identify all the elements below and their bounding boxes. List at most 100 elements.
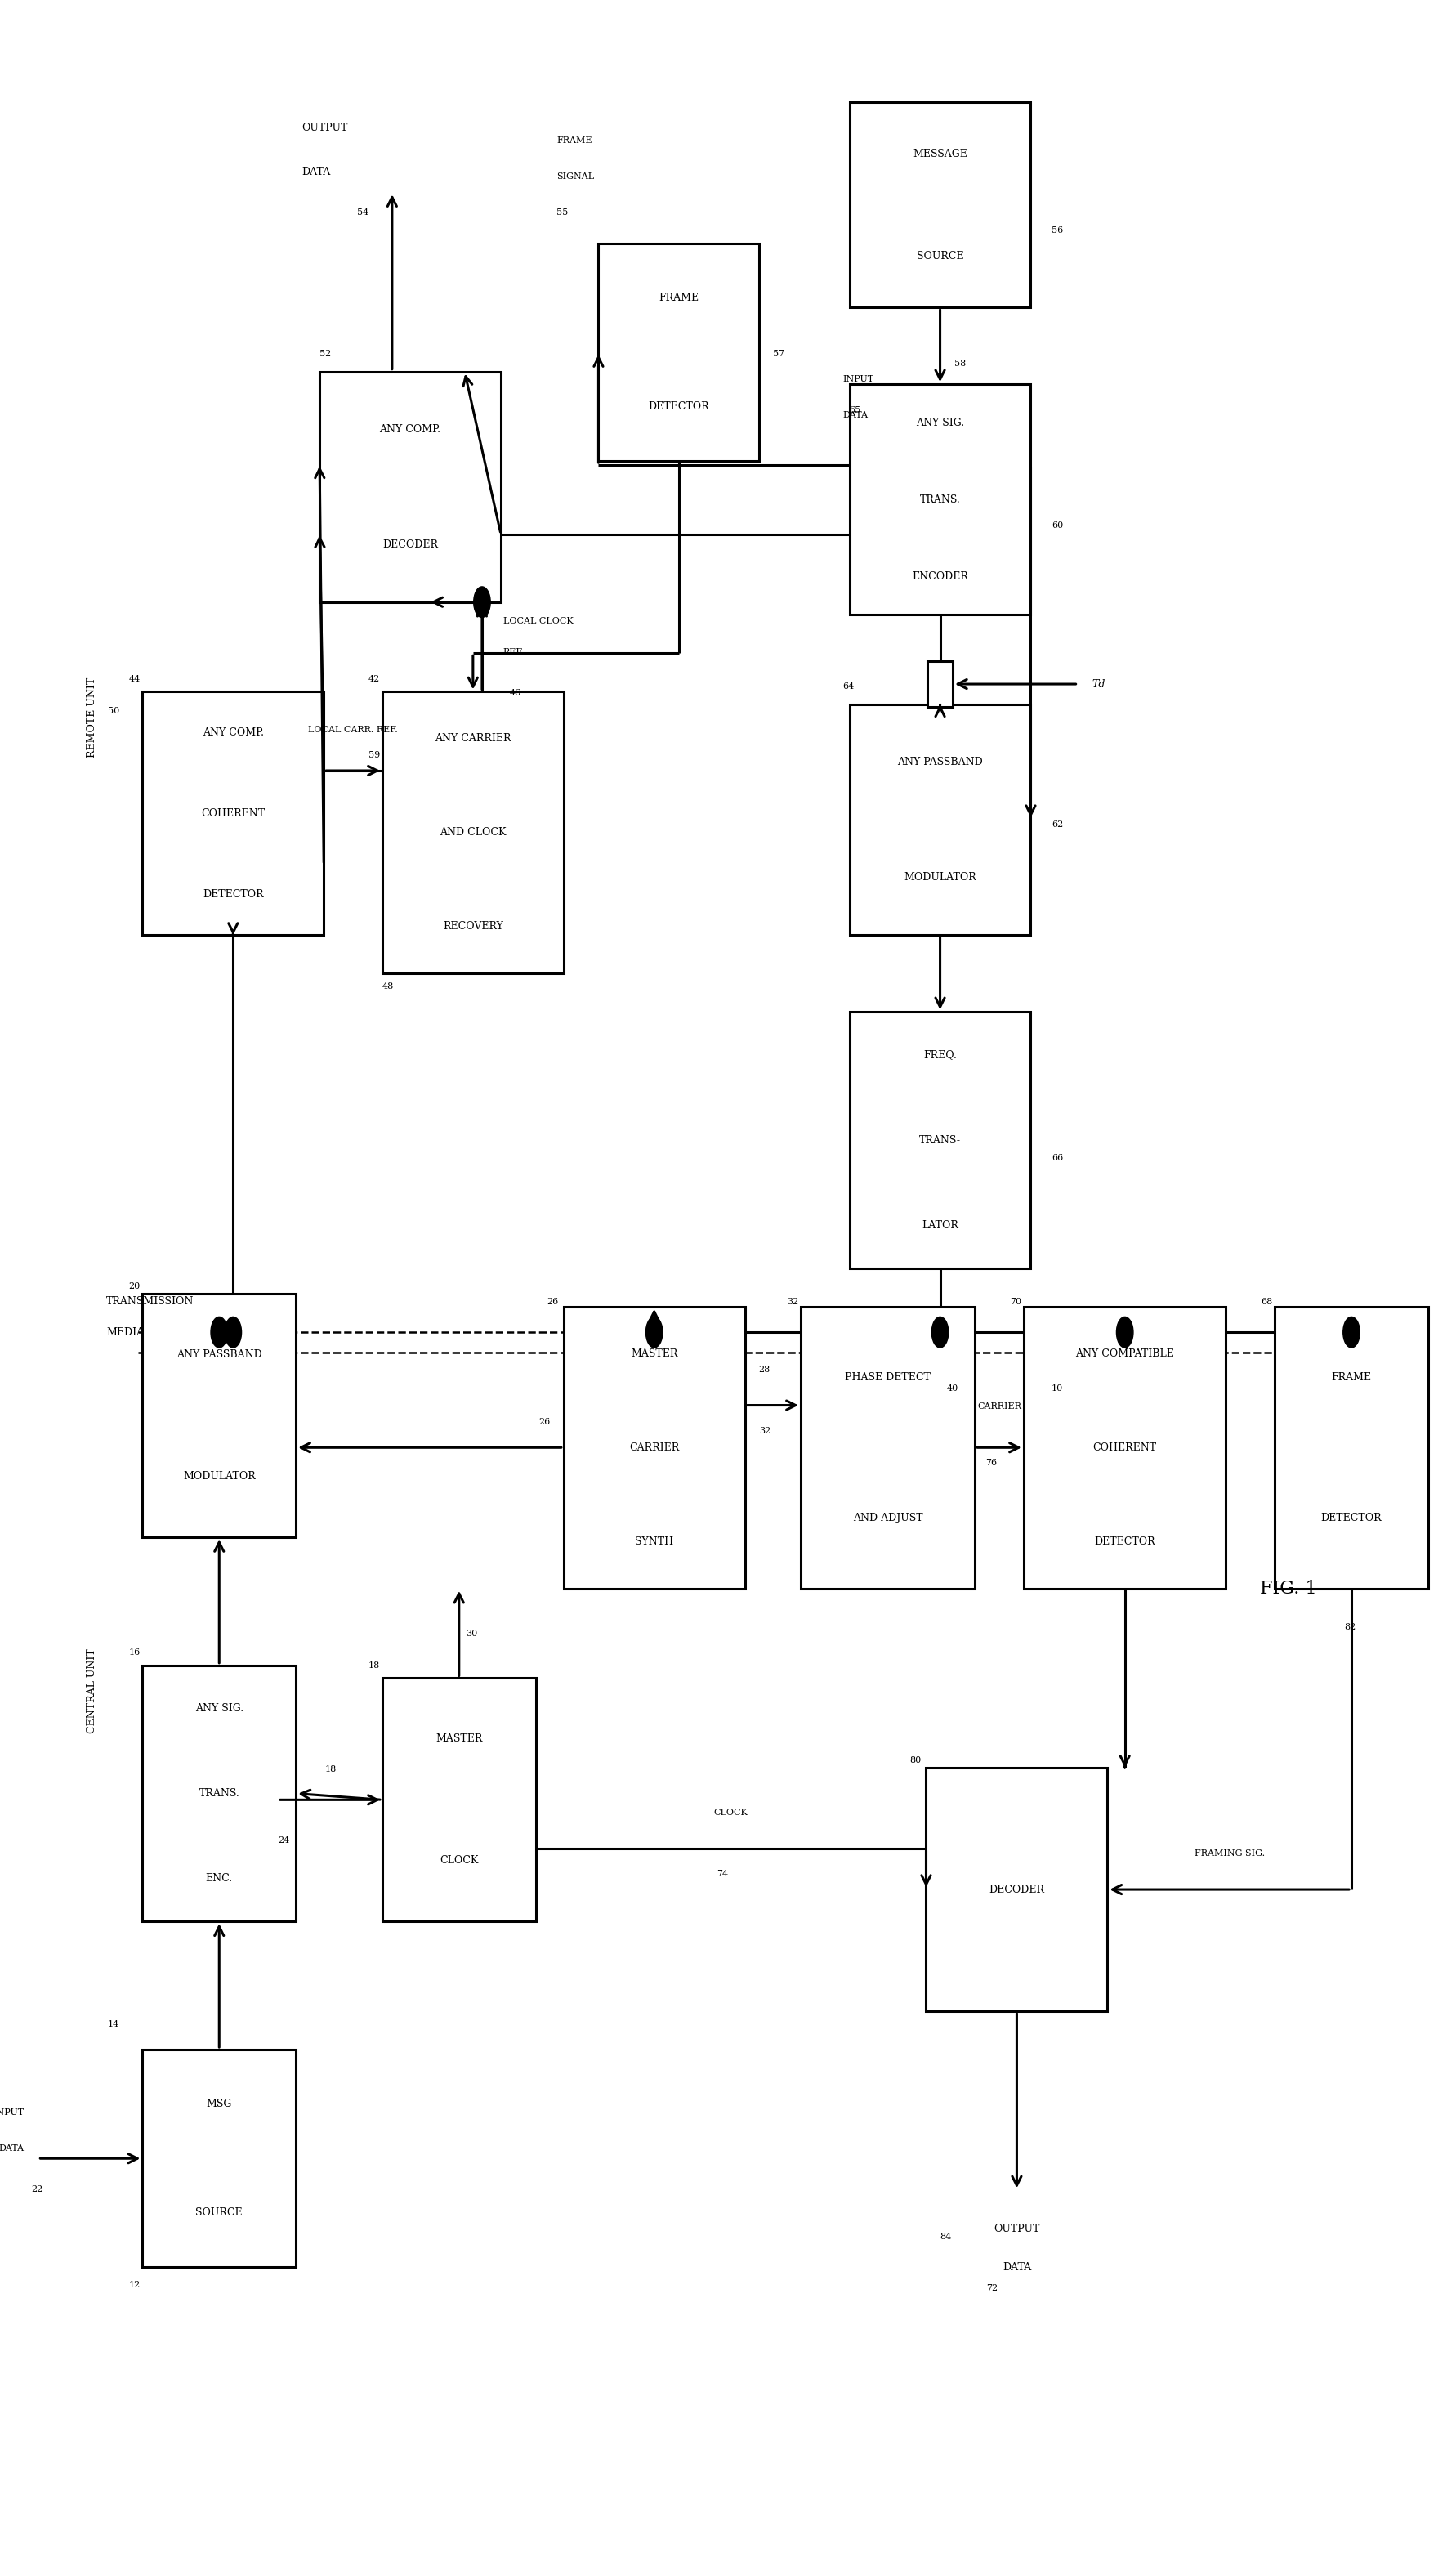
Text: 16: 16	[128, 1647, 140, 1658]
Bar	[383, 692, 563, 974]
Bar	[383, 1678, 536, 1922]
Text: DETECTOR: DETECTOR	[202, 889, 264, 899]
Text: PHASE DETECT: PHASE DETECT	[844, 1371, 930, 1383]
Text: 70: 70	[1010, 1296, 1021, 1307]
Text: ANY COMPATIBLE: ANY COMPATIBLE	[1076, 1348, 1174, 1358]
Text: 57: 57	[773, 348, 785, 359]
Text: MEDIA: MEDIA	[106, 1327, 144, 1337]
Circle shape	[1342, 1317, 1360, 1348]
Text: SOURCE: SOURCE	[916, 251, 964, 261]
Text: OUTPUT: OUTPUT	[994, 2224, 1040, 2234]
Text: DECODER: DECODER	[989, 1883, 1044, 1896]
Text: DATA: DATA	[843, 410, 868, 420]
Text: 40: 40	[946, 1383, 958, 1394]
Text: DATA: DATA	[1002, 2262, 1031, 2272]
Bar	[1024, 1307, 1226, 1588]
Text: SOURCE: SOURCE	[195, 2208, 243, 2219]
Text: ANY PASSBAND: ANY PASSBAND	[897, 756, 983, 769]
Circle shape	[932, 1317, 948, 1348]
Text: ANY CARRIER: ANY CARRIER	[435, 733, 511, 743]
Text: ANY COMP.: ANY COMP.	[380, 423, 441, 436]
Text: ENC.: ENC.	[205, 1873, 233, 1883]
Text: ENCODER: ENCODER	[911, 571, 968, 582]
Text: 22: 22	[31, 2185, 42, 2193]
Text: 26: 26	[547, 1296, 559, 1307]
Text: COHERENT: COHERENT	[1093, 1442, 1156, 1453]
Text: TRANS.: TRANS.	[199, 1788, 239, 1799]
Text: MSG: MSG	[207, 2098, 232, 2109]
Text: 74: 74	[716, 1870, 728, 1878]
Text: 46: 46	[510, 689, 521, 697]
Text: INPUT: INPUT	[843, 374, 874, 384]
Bar	[143, 2050, 296, 2267]
Text: AND ADJUST: AND ADJUST	[853, 1512, 923, 1524]
Bar	[849, 1012, 1031, 1268]
Text: 54: 54	[357, 208, 368, 218]
Text: ANY SIG.: ANY SIG.	[195, 1704, 243, 1714]
Text: 56: 56	[1051, 225, 1063, 236]
Text: MESSAGE: MESSAGE	[913, 149, 967, 159]
Text: ANY SIG.: ANY SIG.	[916, 418, 964, 428]
Text: REF: REF	[502, 648, 523, 656]
Text: DETECTOR: DETECTOR	[1321, 1512, 1382, 1524]
Text: 55: 55	[556, 208, 568, 218]
Text: LATOR: LATOR	[922, 1220, 958, 1230]
Circle shape	[211, 1317, 227, 1348]
Circle shape	[473, 587, 491, 617]
Text: ANY PASSBAND: ANY PASSBAND	[176, 1350, 262, 1360]
Circle shape	[224, 1317, 242, 1348]
Text: 18: 18	[368, 1660, 380, 1670]
Text: 65: 65	[849, 405, 860, 415]
Text: 52: 52	[319, 348, 331, 359]
Text: FRAMING SIG.: FRAMING SIG.	[1194, 1850, 1265, 1857]
Text: 80: 80	[910, 1755, 922, 1765]
Text: MASTER: MASTER	[435, 1734, 482, 1745]
Text: 64: 64	[843, 681, 855, 692]
Text: 44: 44	[128, 674, 140, 684]
Bar	[849, 705, 1031, 935]
Text: DATA: DATA	[301, 167, 331, 177]
Bar	[1275, 1307, 1428, 1588]
Text: CENTRAL UNIT: CENTRAL UNIT	[87, 1647, 98, 1734]
Text: TRANS.: TRANS.	[920, 494, 961, 505]
Text: FIG. 1: FIG. 1	[1261, 1578, 1318, 1599]
Text: OUTPUT: OUTPUT	[301, 123, 348, 133]
Text: AND CLOCK: AND CLOCK	[440, 828, 507, 838]
Text: 48: 48	[383, 981, 395, 991]
Text: SIGNAL: SIGNAL	[556, 172, 594, 182]
Text: RECOVERY: RECOVERY	[443, 922, 504, 933]
Bar	[319, 371, 501, 602]
Bar	[143, 1665, 296, 1922]
Bar	[849, 102, 1031, 307]
Text: FREQ.: FREQ.	[923, 1050, 957, 1061]
Text: 30: 30	[466, 1629, 478, 1637]
Text: FRAME: FRAME	[556, 136, 593, 146]
Bar	[143, 692, 323, 935]
Text: CLOCK: CLOCK	[440, 1855, 479, 1865]
Text: 10: 10	[1051, 1383, 1063, 1394]
Bar	[563, 1307, 745, 1588]
Text: FRAME: FRAME	[658, 292, 699, 302]
Text: Td: Td	[1092, 679, 1105, 689]
Text: CARRIER: CARRIER	[977, 1401, 1021, 1412]
Text: 59: 59	[368, 751, 380, 758]
Text: MODULATOR: MODULATOR	[904, 871, 977, 884]
Text: TRANSMISSION: TRANSMISSION	[106, 1296, 194, 1307]
Text: 82: 82	[1344, 1622, 1356, 1632]
Text: INPUT: INPUT	[0, 2109, 23, 2116]
Text: CLOCK: CLOCK	[713, 1809, 748, 1816]
Text: 18: 18	[325, 1765, 336, 1773]
Text: COHERENT: COHERENT	[201, 807, 265, 820]
Text: ANY COMP.: ANY COMP.	[202, 728, 264, 738]
Bar	[598, 243, 759, 461]
Text: 50: 50	[108, 707, 119, 715]
Text: DETECTOR: DETECTOR	[1095, 1537, 1155, 1547]
Text: MODULATOR: MODULATOR	[183, 1471, 255, 1481]
Text: 84: 84	[941, 2232, 952, 2242]
Text: 76: 76	[986, 1458, 997, 1468]
Text: 26: 26	[539, 1417, 550, 1427]
Bar	[143, 1294, 296, 1537]
Bar	[926, 1768, 1108, 2011]
Text: CARRIER: CARRIER	[629, 1442, 680, 1453]
Text: 58: 58	[954, 359, 965, 369]
